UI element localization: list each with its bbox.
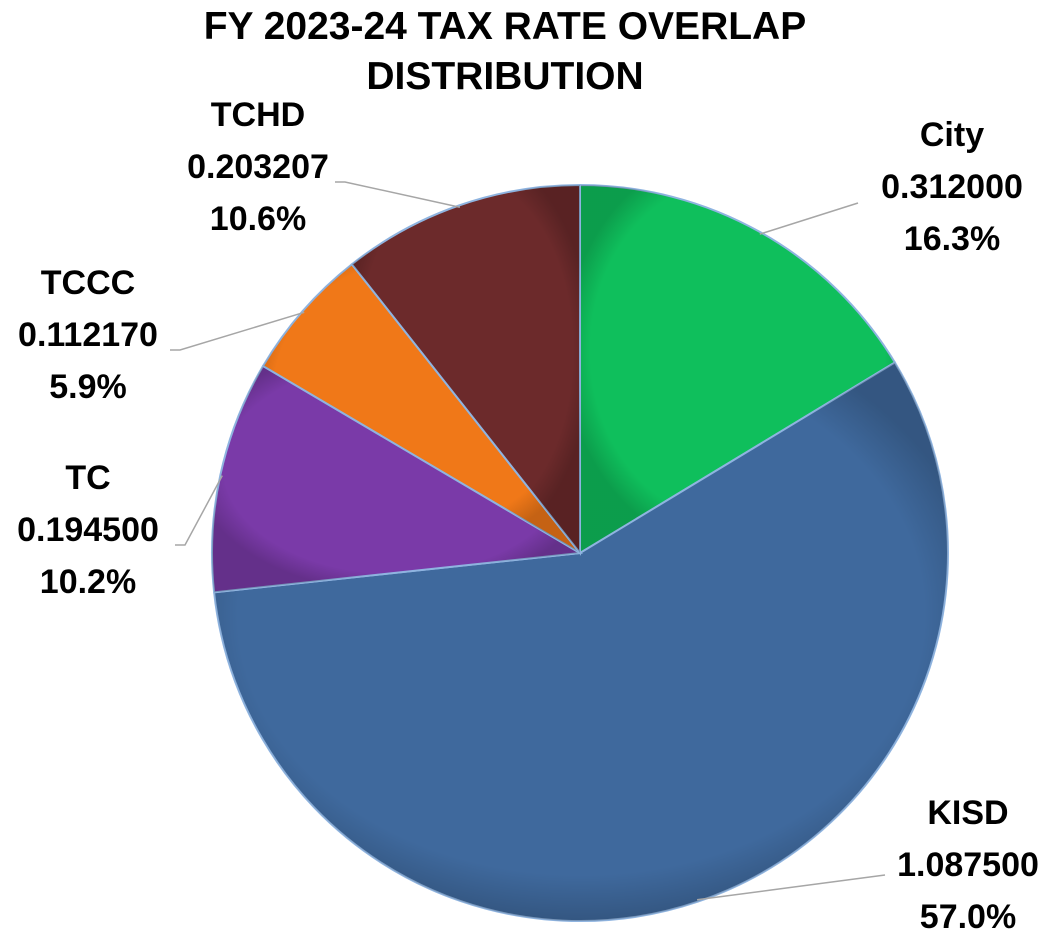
percentage-label: 5.9%	[49, 368, 127, 406]
chart-title: FY 2023-24 TAX RATE OVERLAP DISTRIBUTION	[203, 5, 807, 98]
percentage-label: 16.3%	[904, 220, 1000, 258]
value-label: 1.087500	[897, 846, 1039, 884]
leader-line	[175, 475, 223, 546]
leader-line	[335, 181, 461, 208]
slice-shade	[211, 366, 580, 593]
leader-line	[696, 874, 886, 901]
slice-shade	[214, 362, 948, 922]
leader-line	[759, 202, 859, 235]
value-label: 0.203207	[187, 148, 329, 186]
category-label: TCHD	[211, 96, 305, 134]
slice-shade	[580, 185, 895, 553]
value-label: 0.312000	[881, 168, 1023, 206]
leader-line	[170, 311, 305, 351]
percentage-label: 10.2%	[40, 563, 136, 601]
category-label: City	[920, 116, 984, 154]
slice-shade	[263, 264, 580, 553]
category-label: TCCC	[41, 264, 135, 302]
percentage-label: 10.6%	[210, 200, 306, 238]
value-label: 0.194500	[17, 511, 159, 549]
value-label: 0.112170	[18, 316, 158, 354]
percentage-label: 57.0%	[920, 898, 1016, 934]
category-label: KISD	[927, 794, 1008, 832]
category-label: TC	[65, 459, 110, 497]
slice-shade	[351, 185, 580, 553]
